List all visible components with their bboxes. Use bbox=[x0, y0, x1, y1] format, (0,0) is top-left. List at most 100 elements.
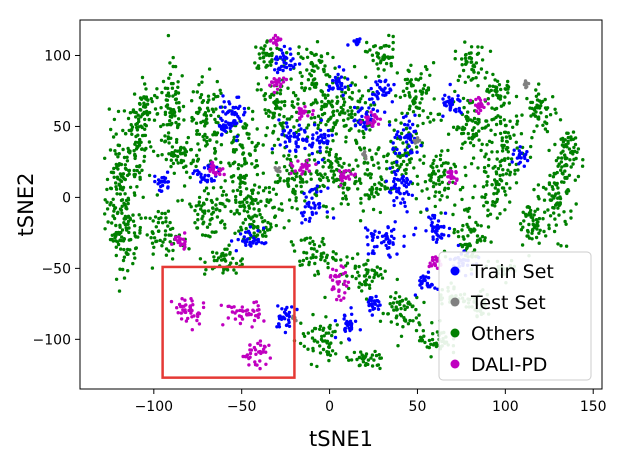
scatter-point bbox=[484, 152, 488, 156]
scatter-point bbox=[363, 172, 367, 176]
scatter-point bbox=[325, 210, 329, 214]
scatter-point bbox=[430, 229, 435, 233]
scatter-point bbox=[394, 94, 398, 98]
scatter-point bbox=[153, 174, 157, 178]
scatter-point bbox=[276, 100, 280, 104]
scatter-point bbox=[210, 160, 214, 164]
scatter-point bbox=[374, 294, 378, 299]
scatter-point bbox=[559, 244, 563, 248]
scatter-point bbox=[420, 189, 424, 193]
scatter-point bbox=[297, 132, 301, 137]
scatter-point bbox=[509, 157, 514, 161]
scatter-point bbox=[253, 183, 257, 187]
scatter-point bbox=[299, 55, 303, 59]
scatter-point bbox=[231, 105, 235, 110]
scatter-point bbox=[191, 117, 196, 122]
scatter-point bbox=[190, 99, 194, 103]
scatter-point bbox=[155, 95, 159, 100]
scatter-point bbox=[285, 157, 289, 161]
scatter-point bbox=[221, 189, 226, 194]
scatter-point bbox=[196, 218, 200, 222]
scatter-point bbox=[299, 168, 303, 172]
scatter-point bbox=[407, 91, 411, 95]
scatter-point bbox=[413, 89, 418, 93]
scatter-point bbox=[472, 116, 477, 121]
scatter-point bbox=[362, 121, 366, 125]
scatter-point bbox=[404, 297, 408, 301]
scatter-point bbox=[367, 283, 372, 287]
scatter-point bbox=[121, 128, 125, 133]
scatter-point bbox=[352, 350, 357, 355]
scatter-point bbox=[535, 227, 539, 231]
scatter-point bbox=[176, 124, 180, 129]
scatter-point bbox=[521, 225, 525, 229]
scatter-point bbox=[152, 236, 157, 240]
scatter-point bbox=[173, 114, 177, 118]
scatter-point bbox=[538, 228, 542, 232]
scatter-point bbox=[288, 47, 292, 51]
scatter-point bbox=[278, 92, 283, 96]
scatter-point bbox=[395, 189, 399, 194]
scatter-point bbox=[554, 158, 559, 163]
scatter-point bbox=[320, 240, 324, 244]
scatter-point bbox=[287, 153, 291, 157]
scatter-point bbox=[546, 208, 550, 212]
scatter-point bbox=[312, 242, 317, 247]
scatter-point bbox=[169, 158, 173, 162]
scatter-point bbox=[566, 141, 570, 145]
scatter-point bbox=[369, 172, 373, 176]
scatter-point bbox=[239, 190, 243, 194]
scatter-point bbox=[372, 358, 376, 362]
scatter-point bbox=[318, 327, 322, 331]
scatter-point bbox=[176, 154, 180, 159]
scatter-point bbox=[377, 74, 381, 79]
scatter-point bbox=[360, 289, 364, 293]
scatter-point bbox=[344, 197, 348, 201]
scatter-point bbox=[418, 335, 423, 339]
scatter-point bbox=[135, 185, 139, 189]
scatter-point bbox=[392, 308, 396, 312]
scatter-point bbox=[251, 215, 255, 219]
scatter-point bbox=[373, 301, 377, 305]
scatter-point bbox=[530, 216, 535, 220]
scatter-point bbox=[218, 208, 222, 213]
scatter-point bbox=[116, 143, 120, 147]
scatter-point bbox=[313, 187, 317, 191]
scatter-point bbox=[401, 128, 406, 132]
scatter-point bbox=[439, 211, 443, 215]
scatter-point bbox=[466, 98, 470, 103]
scatter-point bbox=[436, 234, 441, 238]
scatter-point bbox=[395, 169, 400, 173]
scatter-point bbox=[379, 356, 383, 360]
scatter-point bbox=[382, 57, 386, 62]
scatter-point bbox=[534, 94, 539, 99]
scatter-point bbox=[238, 192, 243, 197]
scatter-point bbox=[240, 317, 245, 321]
scatter-point bbox=[349, 83, 353, 88]
scatter-point bbox=[124, 132, 128, 136]
scatter-point bbox=[395, 133, 399, 137]
scatter-point bbox=[116, 210, 120, 214]
scatter-point bbox=[163, 176, 168, 180]
scatter-point bbox=[467, 136, 471, 140]
scatter-point bbox=[405, 210, 409, 214]
scatter-point bbox=[347, 168, 351, 173]
scatter-point bbox=[138, 137, 142, 142]
scatter-point bbox=[238, 200, 242, 205]
scatter-point bbox=[199, 172, 203, 176]
scatter-point bbox=[236, 237, 240, 242]
scatter-point bbox=[296, 51, 301, 56]
scatter-point bbox=[276, 67, 281, 71]
scatter-point bbox=[264, 76, 269, 80]
scatter-point bbox=[544, 187, 548, 191]
scatter-point bbox=[441, 97, 445, 101]
scatter-point bbox=[257, 66, 261, 71]
scatter-point bbox=[321, 165, 325, 169]
scatter-point bbox=[393, 151, 398, 156]
scatter-point bbox=[325, 139, 329, 143]
scatter-point bbox=[310, 68, 314, 73]
scatter-point bbox=[466, 131, 470, 136]
scatter-point bbox=[437, 175, 441, 180]
scatter-point bbox=[176, 117, 181, 121]
scatter-point bbox=[112, 166, 116, 171]
